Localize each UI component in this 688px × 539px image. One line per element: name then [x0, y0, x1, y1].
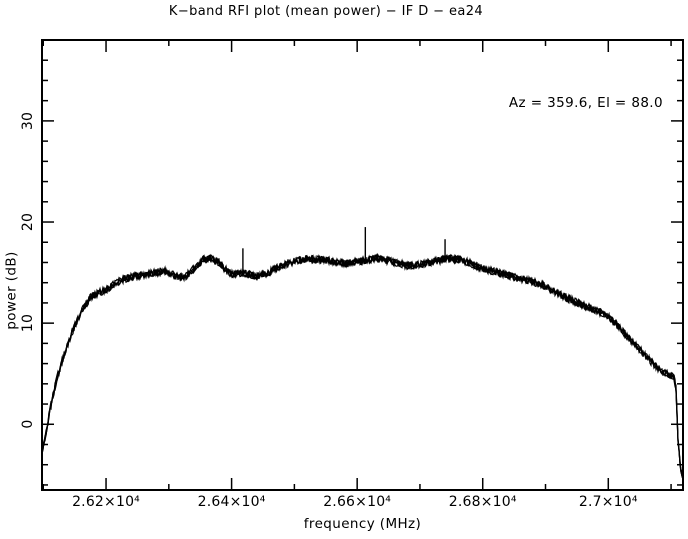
power-spectrum-trace — [41, 254, 684, 478]
plot-frame — [41, 39, 684, 491]
y-tick-label: 0 — [20, 419, 36, 429]
x-tick-label: 2.7×10⁴ — [578, 494, 638, 510]
y-tick-label: 30 — [20, 111, 36, 130]
power-spectrum-trace — [41, 254, 684, 479]
x-axis-label: frequency (MHz) — [303, 516, 422, 532]
y-axis-label: power (dB) — [3, 251, 20, 330]
x-tick-label: 2.64×10⁴ — [197, 494, 266, 510]
y-tick-label: 20 — [20, 212, 36, 232]
azimuth-elevation-annotation: Az = 359.6, El = 88.0 — [508, 95, 663, 111]
x-tick-label: 2.66×10⁴ — [323, 494, 392, 510]
y-tick-label: 10 — [20, 314, 36, 333]
x-tick-label: 2.68×10⁴ — [448, 494, 517, 510]
x-tick-label: 2.62×10⁴ — [72, 494, 140, 510]
chart-title: K−band RFI plot (mean power) − IF D − ea… — [168, 4, 484, 19]
power-spectrum-trace — [41, 252, 684, 480]
power-spectrum-trace — [41, 253, 684, 475]
